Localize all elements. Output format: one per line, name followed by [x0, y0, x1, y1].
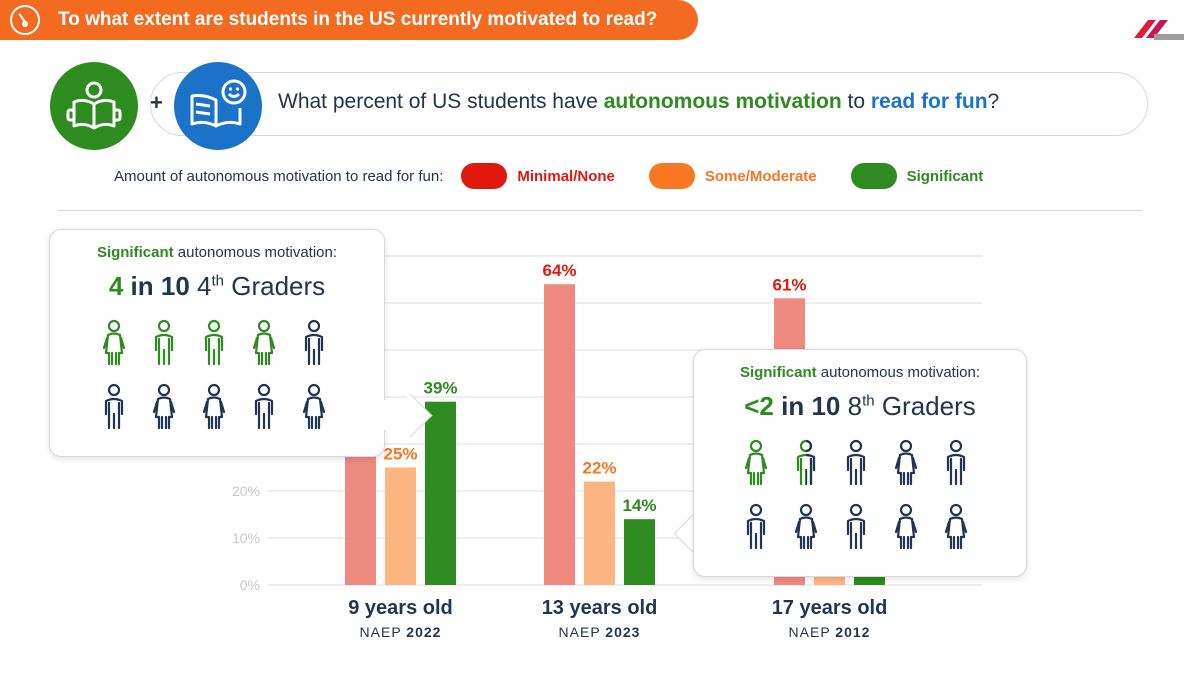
- legend-swatch-minimal: [461, 163, 508, 189]
- legend: Amount of autonomous motivation to read …: [114, 162, 1017, 190]
- girl-icon: [744, 439, 768, 486]
- source-label: NAEP 2023: [559, 624, 641, 640]
- people-grid-8th: [744, 439, 968, 550]
- boy-icon: [304, 319, 324, 366]
- data-label: 25%: [383, 445, 417, 464]
- legend-label-minimal: Minimal/None: [517, 167, 615, 185]
- legend-swatch-significant: [850, 163, 897, 189]
- bar: [544, 284, 575, 585]
- boy-icon: [746, 503, 766, 550]
- bar: [385, 467, 416, 585]
- question-pill: [150, 72, 1148, 136]
- boy-icon: [846, 503, 866, 550]
- girl-icon: [252, 319, 276, 366]
- girl-icon: [152, 383, 176, 430]
- girl-icon: [894, 439, 918, 486]
- source-label: NAEP 2022: [360, 624, 442, 640]
- girl-icon: [102, 319, 126, 366]
- callout-4th-graders: Significant autonomous motivation: 4 in …: [49, 229, 385, 457]
- smiling-book-icon: [174, 62, 262, 150]
- legend-swatch-moderate: [648, 163, 695, 189]
- girl-icon: [894, 503, 918, 550]
- gauge-icon: [10, 5, 40, 35]
- legend-item-moderate: Some/Moderate: [648, 163, 817, 189]
- y-tick-label: 10%: [232, 530, 260, 546]
- banner-title: To what extent are students in the US cu…: [58, 9, 658, 30]
- bar: [425, 401, 456, 585]
- category-label: 17 years old: [772, 597, 888, 619]
- girl-icon: [794, 503, 818, 550]
- brand-logo: [1134, 20, 1184, 40]
- data-label: 61%: [772, 275, 806, 294]
- y-tick-label: 20%: [232, 483, 260, 499]
- data-label: 14%: [622, 496, 656, 515]
- source-label: NAEP 2012: [789, 624, 871, 640]
- boy-icon: [154, 319, 174, 366]
- data-label: 22%: [582, 459, 616, 478]
- data-label: 39%: [423, 379, 457, 398]
- girl-icon: [202, 383, 226, 430]
- callout-8th-graders: Significant autonomous motivation: <2 in…: [693, 349, 1027, 577]
- legend-item-significant: Significant: [850, 163, 984, 189]
- legend-label-moderate: Some/Moderate: [704, 167, 817, 185]
- callout-4th-tail-mask: [381, 400, 395, 430]
- category-label: 9 years old: [348, 597, 453, 619]
- legend-label-significant: Significant: [906, 167, 984, 185]
- category-label: 13 years old: [542, 597, 658, 619]
- title-banner: To what extent are students in the US cu…: [0, 0, 698, 40]
- callout-8th-title: Significant autonomous motivation:: [739, 364, 981, 381]
- callout-8th-tail-mask: [695, 518, 709, 548]
- callout-8th-headline: <2 in 10 8th Graders: [744, 391, 976, 421]
- legend-item-minimal: Minimal/None: [461, 163, 615, 189]
- boy-icon: [254, 383, 274, 430]
- legend-divider: [58, 210, 1142, 211]
- boy-icon: [796, 439, 816, 486]
- girl-icon: [944, 503, 968, 550]
- plus-sign: +: [150, 90, 163, 115]
- bar: [624, 519, 655, 585]
- boy-icon: [104, 383, 124, 430]
- legend-title: Amount of autonomous motivation to read …: [114, 167, 444, 185]
- girl-icon: [302, 383, 326, 430]
- open-book-icon: [50, 62, 138, 150]
- data-label: 64%: [542, 261, 576, 280]
- callout-4th-title: Significant autonomous motivation:: [96, 244, 338, 261]
- callout-4th-headline: 4 in 10 4th Graders: [108, 271, 326, 301]
- boy-icon: [204, 319, 224, 366]
- bar: [584, 481, 615, 585]
- people-grid-4th: [102, 319, 326, 430]
- boy-icon: [946, 439, 966, 486]
- boy-icon: [846, 439, 866, 486]
- question-text: What percent of US students have autonom…: [278, 90, 1000, 113]
- y-tick-label: 0%: [240, 577, 260, 593]
